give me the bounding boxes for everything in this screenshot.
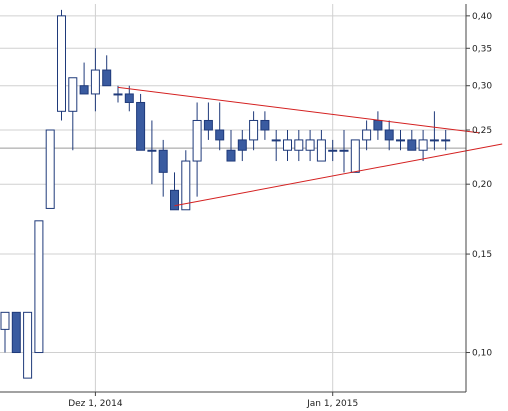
candle	[147, 120, 157, 185]
candle	[11, 311, 21, 354]
candle	[294, 129, 304, 162]
candle-body-up	[113, 93, 123, 96]
candle	[79, 62, 89, 95]
candle-body-up	[147, 149, 157, 152]
candle-body-up	[316, 139, 326, 162]
candle-body-up	[283, 139, 292, 151]
candle-body-up	[34, 220, 44, 354]
candle-body-up	[441, 139, 451, 142]
candle-body-up	[362, 129, 372, 141]
y-tick-label: 0,10	[472, 349, 492, 359]
candle	[396, 129, 405, 151]
candle	[203, 102, 213, 140]
candle-body-up	[181, 160, 191, 211]
candle	[136, 93, 146, 151]
y-tick-label: 0,25	[472, 126, 492, 136]
candle-body-up	[249, 119, 259, 141]
candle	[0, 311, 10, 353]
candle-body-up	[305, 139, 315, 151]
y-tick-label: 0,15	[472, 250, 492, 260]
candle-body-up	[350, 139, 360, 173]
candle-body-up	[192, 119, 202, 162]
candle	[283, 129, 292, 162]
candle	[124, 85, 134, 112]
candle	[237, 129, 247, 162]
candle-body-up	[429, 139, 439, 142]
candle	[170, 172, 179, 211]
candle-body-up	[90, 69, 100, 95]
candle	[249, 111, 259, 151]
candle-body-up	[339, 149, 349, 152]
x-tick-label: Dez 1, 2014	[68, 399, 123, 409]
candle	[113, 85, 123, 103]
candle-body-down	[226, 149, 236, 162]
candle-body-up	[68, 77, 78, 112]
candle-body-down	[384, 129, 394, 141]
candle	[350, 139, 360, 173]
candle-body-down	[407, 139, 417, 151]
candle-body-up	[418, 139, 428, 151]
trendline	[174, 143, 503, 207]
candle-body-down	[203, 119, 213, 131]
candle-body-up	[45, 129, 55, 209]
y-tick-label: 0,35	[472, 44, 492, 54]
candle	[102, 55, 112, 87]
tick-labels-layer: 0,40 0,35 0,30 0,25 0,20 0,15 0,10 Dez 1, 2014 J…	[68, 12, 492, 409]
candles-layer	[0, 9, 451, 379]
y-tick-label: 0,40	[472, 12, 492, 22]
candle	[226, 129, 236, 162]
candle-body-down	[158, 149, 168, 173]
candle	[68, 77, 78, 151]
candle-body-down	[260, 119, 270, 131]
candle	[328, 139, 338, 162]
candle-body-up	[271, 139, 281, 142]
candle-body-down	[136, 101, 146, 151]
candle-body-down	[237, 139, 247, 151]
candle	[57, 9, 66, 121]
candle	[384, 120, 394, 151]
candle	[373, 111, 383, 140]
candle	[215, 102, 225, 151]
candle-body-down	[215, 129, 225, 141]
axes-layer	[0, 4, 470, 396]
candle	[305, 129, 315, 162]
candle	[181, 150, 191, 211]
candle-body-up	[294, 139, 304, 151]
candle	[418, 129, 428, 162]
candle	[339, 129, 349, 173]
candle-body-down	[11, 311, 21, 354]
trendline	[117, 86, 480, 134]
candle	[271, 129, 281, 162]
candle-body-up	[57, 15, 66, 112]
candle-body-up	[396, 139, 405, 142]
candle-body-up	[328, 149, 338, 152]
candle-body-down	[373, 119, 383, 131]
x-tick-label: Jan 1, 2015	[306, 399, 358, 409]
grid-layer	[0, 4, 466, 392]
candle-body-up	[23, 311, 33, 379]
candle	[158, 139, 168, 197]
candle	[45, 129, 55, 209]
y-tick-label: 0,30	[472, 82, 492, 92]
candle	[23, 311, 33, 379]
candle	[192, 102, 202, 197]
trendlines-layer	[117, 86, 503, 207]
candle	[90, 48, 100, 112]
candle-body-up	[0, 311, 10, 330]
candle	[316, 129, 326, 162]
candle-body-down	[79, 85, 89, 95]
candle	[441, 129, 451, 151]
candle	[34, 220, 44, 354]
candle-body-down	[124, 93, 134, 103]
y-tick-label: 0,20	[472, 180, 492, 190]
candle	[260, 111, 270, 140]
candle	[362, 120, 372, 151]
candle-body-down	[102, 69, 112, 87]
candle-body-down	[170, 189, 179, 211]
candle	[407, 129, 417, 151]
candle	[429, 111, 439, 151]
